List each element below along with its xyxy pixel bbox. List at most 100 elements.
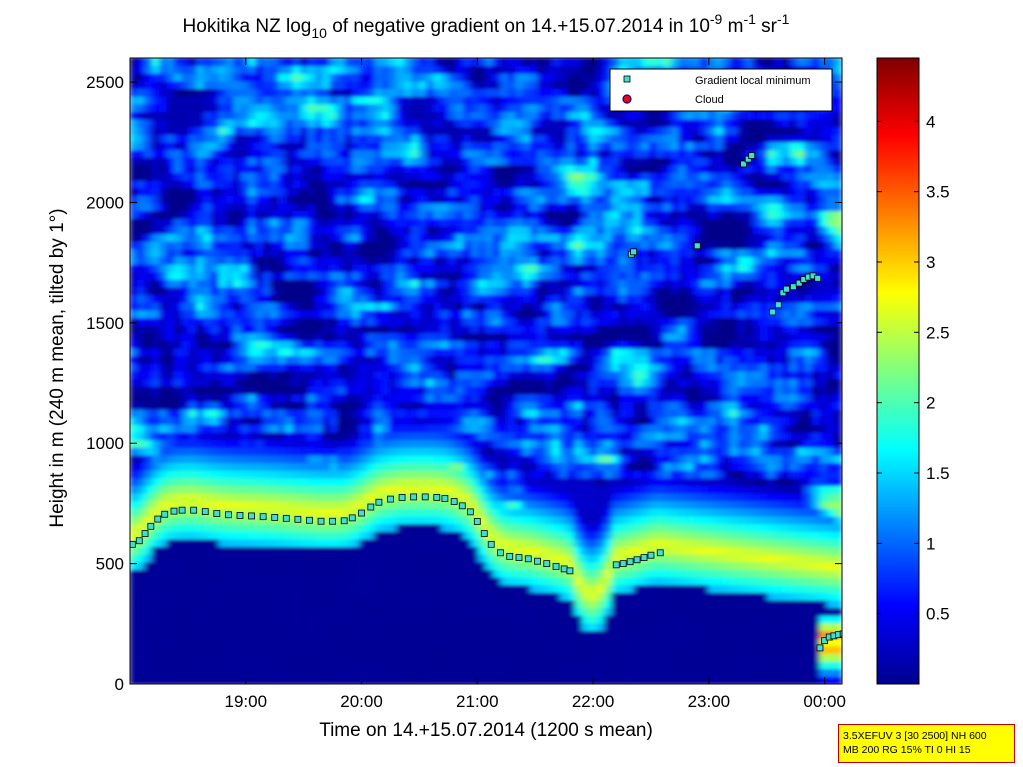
heatmap-cell: [448, 278, 457, 288]
heatmap-cell: [366, 263, 376, 273]
heatmap-cell: [463, 538, 472, 548]
heatmap-cell: [515, 309, 524, 319]
heatmap-cell: [307, 301, 316, 311]
heatmap-cell: [492, 385, 502, 395]
heatmap-cell: [530, 278, 539, 288]
heatmap-cell: [270, 454, 279, 464]
heatmap-cell: [337, 614, 346, 624]
heatmap-cell: [314, 118, 324, 128]
heatmap-cell: [374, 332, 383, 341]
heatmap-cell: [263, 278, 272, 288]
heatmap-cell: [567, 164, 576, 174]
heatmap-cell: [344, 278, 353, 288]
heatmap-cell: [203, 187, 213, 196]
heatmap-cell: [314, 65, 324, 74]
heatmap-cell: [233, 332, 242, 341]
heatmap-cell: [366, 599, 376, 609]
heatmap-cell: [285, 301, 294, 311]
heatmap-cell: [136, 553, 146, 563]
heatmap-cell: [492, 347, 502, 357]
heatmap-cell: [144, 385, 153, 395]
heatmap-cell: [403, 58, 413, 67]
heatmap-cell: [292, 172, 302, 181]
heatmap-cell: [441, 347, 450, 357]
heatmap-cell: [300, 492, 309, 502]
heatmap-cell: [203, 149, 213, 158]
heatmap-cell: [130, 210, 138, 219]
heatmap-cell: [433, 172, 442, 181]
heatmap-cell: [507, 309, 517, 319]
heatmap-cell: [478, 546, 487, 555]
heatmap-cell: [515, 324, 524, 334]
heatmap-cell: [559, 454, 569, 464]
heatmap-cell: [285, 271, 294, 280]
heatmap-cell: [255, 622, 264, 632]
heatmap-cell: [352, 584, 361, 593]
heatmap-cell: [374, 416, 383, 425]
heatmap-cell: [366, 660, 376, 670]
heatmap-cell: [448, 80, 457, 90]
heatmap-cell: [292, 202, 302, 212]
heatmap-cell: [159, 431, 168, 441]
heatmap-cell: [277, 80, 287, 90]
heatmap-cell: [166, 385, 175, 395]
heatmap-cell: [130, 385, 138, 395]
heatmap-cell: [426, 355, 435, 364]
heatmap-cell: [233, 339, 242, 349]
heatmap-cell: [166, 431, 175, 441]
heatmap-cell: [203, 286, 213, 296]
heatmap-cell: [292, 622, 302, 632]
heatmap-cell: [574, 240, 583, 250]
heatmap-cell: [522, 538, 531, 548]
heatmap-cell: [329, 301, 339, 311]
heatmap-cell: [500, 286, 509, 296]
heatmap-cell: [552, 65, 561, 74]
heatmap-cell: [277, 607, 287, 616]
heatmap-cell: [130, 294, 138, 303]
heatmap-cell: [240, 530, 250, 540]
heatmap-cell: [352, 72, 361, 82]
heatmap-cell: [448, 240, 457, 250]
heatmap-cell: [174, 248, 183, 257]
heatmap-cell: [196, 523, 205, 532]
heatmap-cell: [211, 164, 220, 174]
heatmap-cell: [314, 576, 324, 586]
heatmap-cell: [151, 324, 161, 334]
heatmap-cell: [455, 324, 465, 334]
heatmap-cell: [300, 370, 309, 380]
heatmap-cell: [263, 408, 272, 418]
heatmap-cell: [166, 72, 175, 82]
heatmap-cell: [470, 423, 480, 433]
heatmap-cell: [166, 645, 175, 654]
heatmap-cell: [270, 65, 279, 74]
heatmap-cell: [329, 263, 339, 273]
heatmap-cell: [159, 454, 168, 464]
heatmap-cell: [403, 149, 413, 158]
heatmap-cell: [188, 149, 198, 158]
heatmap-cell: [174, 103, 183, 112]
heatmap-cell: [314, 202, 324, 212]
heatmap-cell: [567, 179, 576, 189]
heatmap-cell: [552, 278, 561, 288]
heatmap-cell: [174, 72, 183, 82]
heatmap-cell: [248, 378, 257, 387]
heatmap-cell: [233, 393, 242, 403]
heatmap-cell: [515, 317, 524, 326]
heatmap-cell: [359, 202, 368, 212]
heatmap-cell: [433, 355, 442, 364]
heatmap-cell: [515, 584, 524, 593]
heatmap-cell: [307, 477, 316, 487]
heatmap-cell: [500, 622, 509, 632]
heatmap-cell: [240, 668, 250, 677]
heatmap-cell: [159, 210, 168, 219]
heatmap-cell: [470, 538, 480, 548]
heatmap-cell: [263, 194, 272, 204]
heatmap-cell: [203, 660, 213, 670]
heatmap-cell: [492, 133, 502, 143]
heatmap-cell: [181, 278, 190, 288]
heatmap-cell: [344, 156, 353, 166]
heatmap-cell: [270, 599, 279, 609]
heatmap-cell: [559, 271, 569, 280]
heatmap-cell: [181, 546, 190, 555]
heatmap-cell: [352, 88, 361, 97]
